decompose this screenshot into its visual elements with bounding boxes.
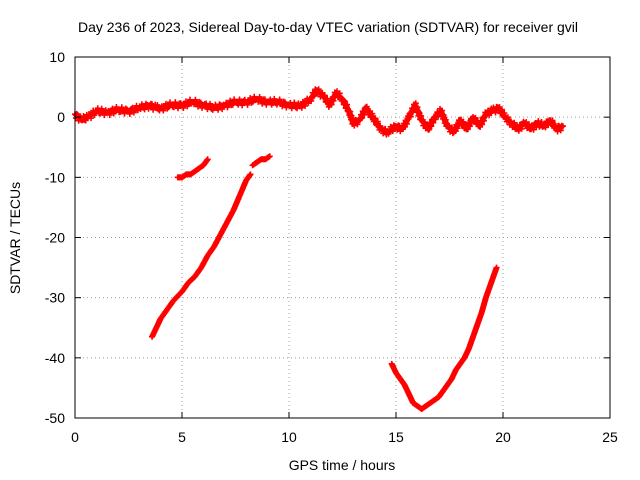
x-tick-label: 10 (281, 429, 297, 445)
data-point (557, 127, 564, 134)
series-1 (72, 86, 566, 138)
data-point (302, 102, 309, 109)
y-tick-label: -50 (45, 410, 65, 426)
data-point (271, 95, 278, 102)
data-point (160, 107, 167, 114)
series-3 (174, 156, 211, 181)
data-point (389, 128, 396, 135)
data-point (180, 104, 187, 111)
y-tick-label: 10 (49, 49, 65, 65)
data-point (207, 100, 214, 107)
data-point (336, 90, 343, 97)
data-point (311, 92, 318, 99)
data-point (551, 120, 558, 127)
data-point (224, 104, 231, 111)
axis-ticks: 0 5 10 15 20 25 10 0 -10 -20 -30 -40 -50 (45, 49, 618, 445)
grid-lines (75, 57, 610, 418)
data-point (308, 97, 315, 104)
y-tick-label: -10 (45, 169, 65, 185)
data-point (247, 171, 254, 178)
x-tick-label: 5 (178, 429, 186, 445)
y-tick-label: -30 (45, 290, 65, 306)
data-point (239, 102, 246, 109)
data-point (88, 115, 95, 122)
data-point (98, 105, 105, 112)
x-tick-label: 20 (495, 429, 511, 445)
data-point (518, 125, 525, 132)
data-point (219, 106, 226, 113)
data-point (354, 121, 361, 128)
data-point (501, 110, 508, 117)
data-point (549, 117, 556, 124)
data-point (460, 118, 467, 125)
data-point (310, 93, 317, 100)
y-tick-label: -40 (45, 350, 65, 366)
data-point (559, 123, 566, 130)
x-axis-label: GPS time / hours (289, 457, 396, 473)
data-point (126, 110, 133, 117)
data-point (372, 115, 379, 122)
data-point (321, 92, 328, 99)
x-tick-label: 25 (602, 429, 618, 445)
data-point (377, 122, 384, 129)
y-axis-label: SDTVAR / TECUs (7, 182, 23, 294)
series-5 (388, 264, 500, 412)
y-tick-label: 0 (57, 109, 65, 125)
data-point (82, 117, 89, 124)
x-tick-label: 0 (71, 429, 79, 445)
data-point (118, 104, 125, 111)
data-points (72, 86, 566, 412)
x-tick-label: 15 (388, 429, 404, 445)
data-point (298, 104, 305, 111)
data-point (204, 156, 211, 163)
y-tick-label: -20 (45, 230, 65, 246)
data-point (145, 105, 152, 112)
data-point (276, 96, 283, 103)
data-point (266, 153, 273, 160)
data-point (192, 96, 199, 103)
data-point (174, 105, 181, 112)
data-point (493, 264, 500, 271)
series-2 (149, 171, 254, 340)
data-point (535, 118, 542, 125)
series-4 (249, 153, 273, 169)
data-point (244, 101, 251, 108)
chart-title: Day 236 of 2023, Sidereal Day-to-day VTE… (78, 19, 578, 35)
data-point (554, 128, 561, 135)
data-point (154, 101, 161, 108)
data-point (374, 118, 381, 125)
data-point (498, 106, 505, 113)
data-point (106, 111, 113, 118)
data-point (351, 122, 358, 129)
